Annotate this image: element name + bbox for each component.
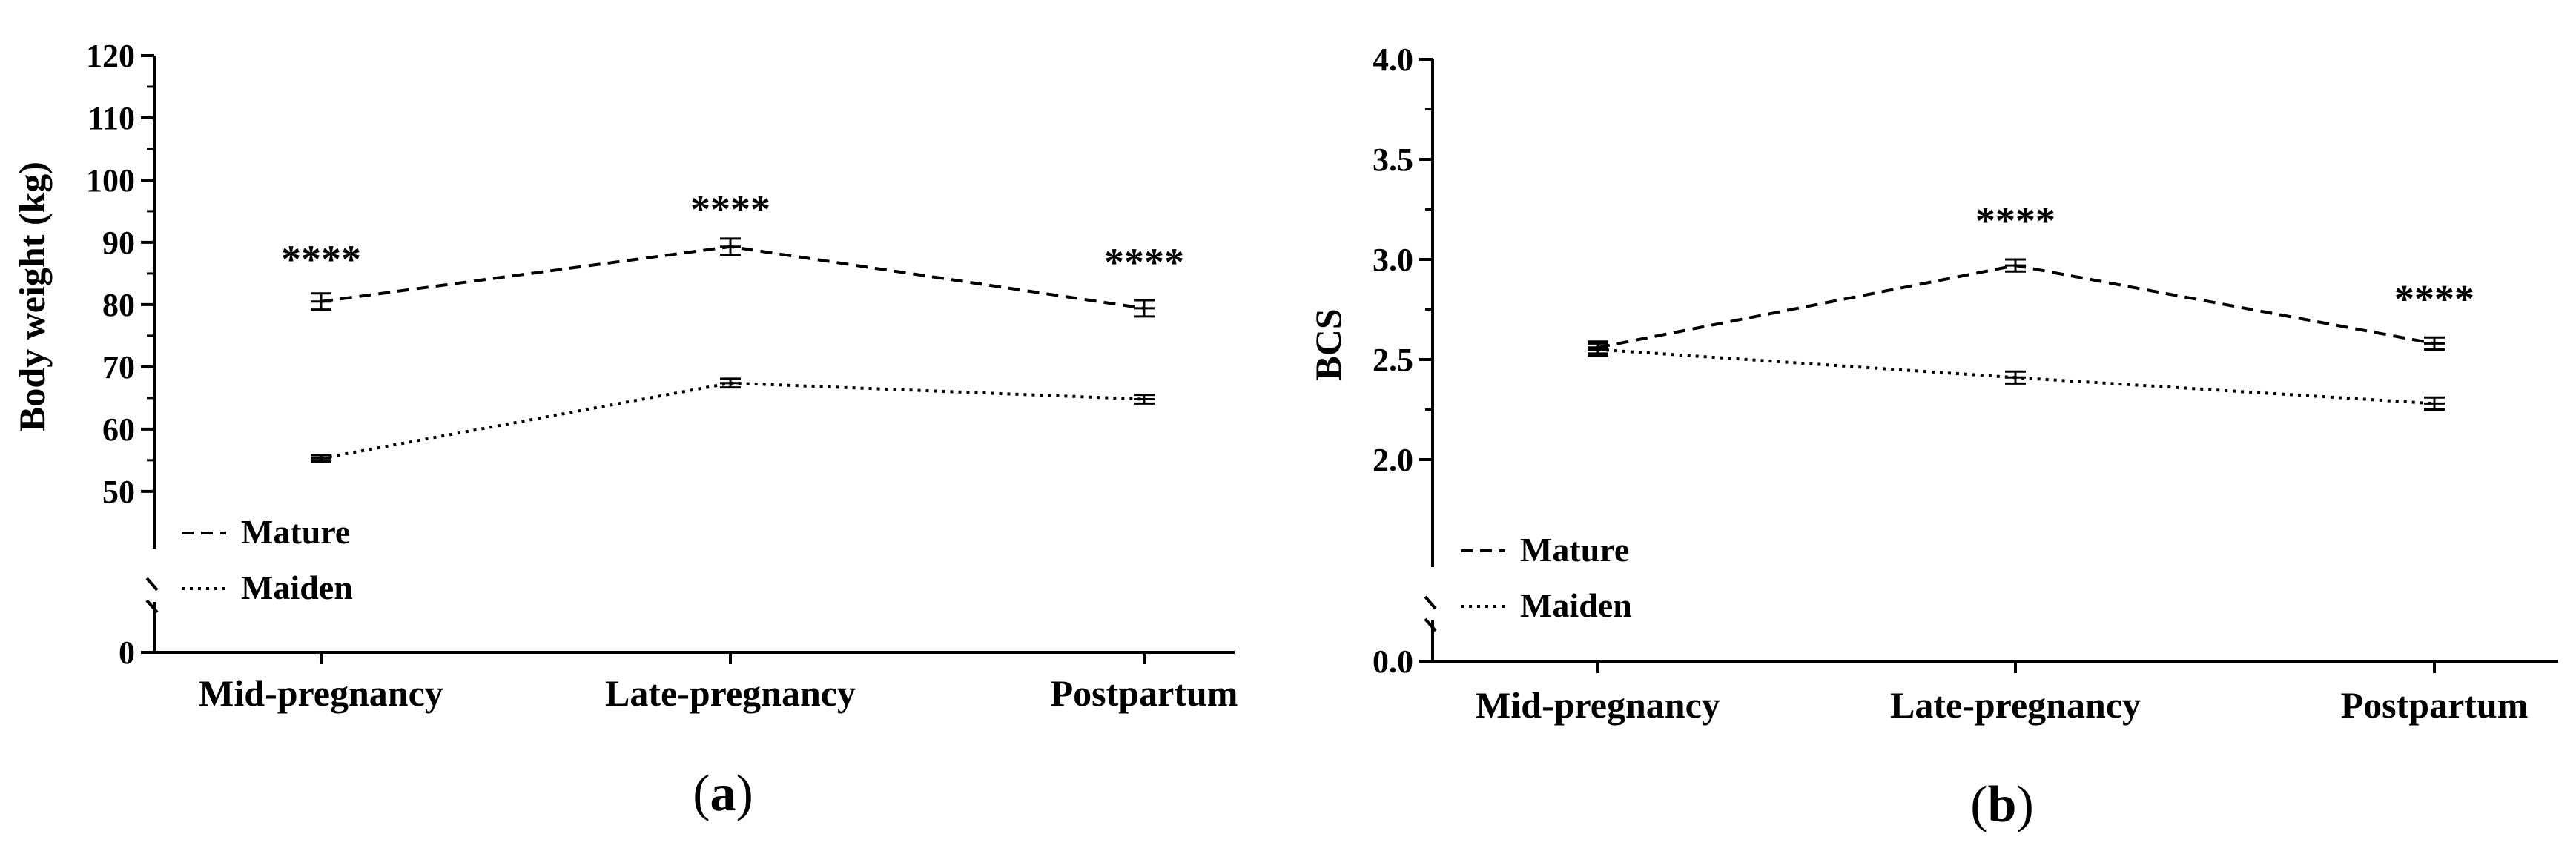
x-tick-label: Postpartum xyxy=(2341,684,2529,726)
y-tick-label: 70 xyxy=(102,349,135,385)
legend-label: Maiden xyxy=(1520,586,1632,624)
y-tick-label: 50 xyxy=(102,474,135,510)
y-tick-label: 0 xyxy=(119,635,135,671)
y-tick-label: 120 xyxy=(86,38,135,74)
y-tick-label: 2.0 xyxy=(1373,442,1413,478)
y-tick-label: 3.5 xyxy=(1373,142,1413,178)
series-line-maiden xyxy=(320,381,1145,460)
y-axis-break-mark xyxy=(1424,617,1437,632)
legend-label: Maiden xyxy=(241,569,353,606)
y-tick-label: 4.0 xyxy=(1373,42,1413,78)
x-tick-label: Late-pregnancy xyxy=(605,672,856,714)
x-tick-label: Postpartum xyxy=(1051,672,1238,714)
significance-marker: **** xyxy=(1975,199,2055,243)
y-tick-label: 0.0 xyxy=(1373,643,1413,680)
legend-label: Mature xyxy=(1520,531,1629,569)
x-tick-label: Late-pregnancy xyxy=(1890,684,2141,726)
panel-label: (b) xyxy=(1970,776,2034,833)
legend-label: Mature xyxy=(241,513,350,551)
panel-label-close: ) xyxy=(736,765,753,822)
x-tick-label: Mid-pregnancy xyxy=(1476,684,1720,726)
series-line-mature xyxy=(320,245,1145,310)
y-tick-label: 2.5 xyxy=(1373,342,1413,378)
y-axis-break-mark xyxy=(145,577,159,592)
y-tick-label: 80 xyxy=(102,287,135,323)
chart-panel-b: 2.0 2.5 3.0 3.5 4.0 0.0 BCS Mid-pregnancy Late-p… xyxy=(1307,42,2558,833)
panel-label-letter: a xyxy=(710,765,736,822)
y-axis-break-mark xyxy=(1424,595,1437,610)
panel-label: (a) xyxy=(693,765,753,822)
x-tick-label: Mid-pregnancy xyxy=(199,672,443,714)
significance-marker: **** xyxy=(690,188,770,232)
panel-label-open: ( xyxy=(1970,776,1987,833)
y-tick-label: 60 xyxy=(102,411,135,448)
y-axis-break-mark xyxy=(145,599,159,614)
significance-marker: **** xyxy=(281,237,361,282)
y-axis-title: BCS xyxy=(1307,308,1349,380)
y-tick-label: 100 xyxy=(86,162,135,199)
significance-marker: **** xyxy=(2394,277,2474,321)
panel-label-letter: b xyxy=(1988,776,2017,833)
y-tick-label: 90 xyxy=(102,225,135,261)
y-tick-label: 110 xyxy=(87,100,135,136)
y-axis-title: Body weight (kg) xyxy=(11,162,53,431)
y-tick-label: 3.0 xyxy=(1373,242,1413,278)
panel-label-open: ( xyxy=(693,765,710,822)
chart-panel-a: 50 60 70 80 90 100 110 120 0 Body weight (kg) Mid-… xyxy=(11,38,1238,822)
significance-marker: **** xyxy=(1104,240,1184,285)
series-line-mature xyxy=(1597,264,2435,349)
panel-label-close: ) xyxy=(2016,776,2033,833)
